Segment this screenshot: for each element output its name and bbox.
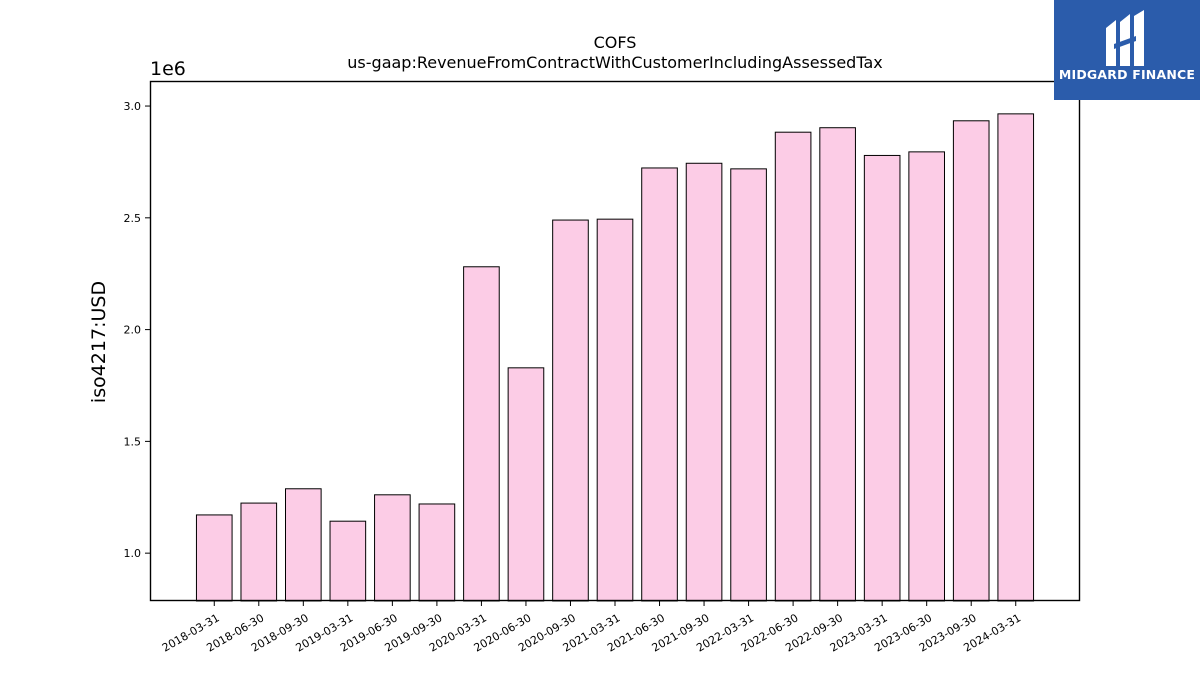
chart-subtitle: us-gaap:RevenueFromContractWithCustomerI… (347, 53, 882, 72)
bar-2018-03-31 (195, 514, 233, 602)
midgard-logo-icon (1106, 10, 1144, 66)
chart-title: COFS (594, 33, 637, 52)
bar-2023-03-31 (863, 154, 901, 602)
y-tick-label: 2.5 (124, 212, 142, 225)
bar-2023-09-30 (952, 120, 990, 602)
y-tick-label: 1.0 (124, 547, 142, 560)
bar-2021-03-31 (596, 218, 634, 602)
brand-logo: MIDGARD FINANCE (1054, 0, 1200, 100)
bar-2021-06-30 (641, 167, 678, 602)
bar-2024-03-31 (997, 113, 1035, 602)
bar-2018-06-30 (240, 502, 278, 602)
logo-text: MIDGARD FINANCE (1058, 67, 1196, 82)
bar-2019-09-30 (418, 503, 456, 602)
bar-2019-03-31 (329, 520, 367, 602)
plot-frame (149, 80, 1081, 602)
bar-2019-06-30 (374, 494, 411, 602)
bar-2018-09-30 (285, 488, 322, 602)
bar-2020-06-30 (507, 367, 545, 602)
bar-2022-06-30 (774, 131, 812, 602)
bar-2021-09-30 (685, 162, 723, 602)
bar-2022-03-31 (730, 168, 767, 602)
bar-2022-09-30 (819, 127, 856, 602)
y-tick-label: 2.0 (124, 324, 142, 337)
y-axis-label: iso4217:USD (88, 281, 110, 403)
bar-2020-09-30 (552, 219, 589, 602)
y-tick-label: 3.0 (124, 100, 142, 113)
bars-group (195, 113, 1035, 602)
y-ticks-group: 1.0 1.5 2.0 2.5 3.0 (124, 100, 150, 560)
x-ticks-group: 2018-03-312018-06-302018-09-302019-03-31… (160, 601, 1023, 655)
y-scale-label: 1e6 (150, 58, 186, 80)
bar-2020-03-31 (463, 266, 500, 602)
bar-2023-06-30 (908, 151, 945, 602)
y-tick-label: 1.5 (124, 435, 142, 448)
